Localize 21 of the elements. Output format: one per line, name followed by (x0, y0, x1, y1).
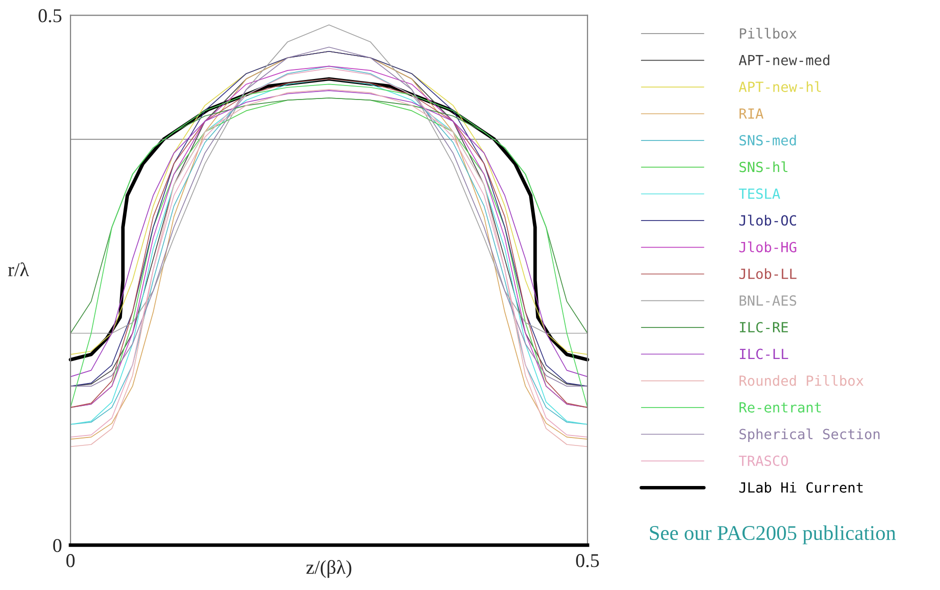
text: SNS-hl (740, 161, 788, 172)
text: TRASCO (738, 456, 788, 466)
text: SNS-med (740, 134, 796, 146)
text: RIA (740, 108, 764, 119)
x-axis-title: z/(βλ) (306, 560, 352, 578)
text: ILC-RE (740, 322, 788, 332)
text: APT-new-med (738, 54, 830, 66)
text: ILC-LL (740, 348, 788, 360)
text: Re-entrant (740, 402, 821, 413)
text: Pillbox (740, 28, 797, 39)
text: TESLA (738, 188, 780, 199)
text: See our PAC2005 publication (650, 525, 896, 544)
text: JLob-LL (739, 268, 796, 280)
y-axis-title: r/λ (8, 262, 29, 276)
text: JLab Hi Current (739, 482, 863, 493)
text: Jlob-OC (739, 214, 796, 226)
text: BNL-AES (740, 295, 796, 306)
text: Rounded Pillbox (740, 375, 864, 386)
text: Spherical Section (740, 428, 880, 442)
text: Jlob-HG (739, 242, 796, 252)
text: APT-new-hl (738, 81, 821, 92)
